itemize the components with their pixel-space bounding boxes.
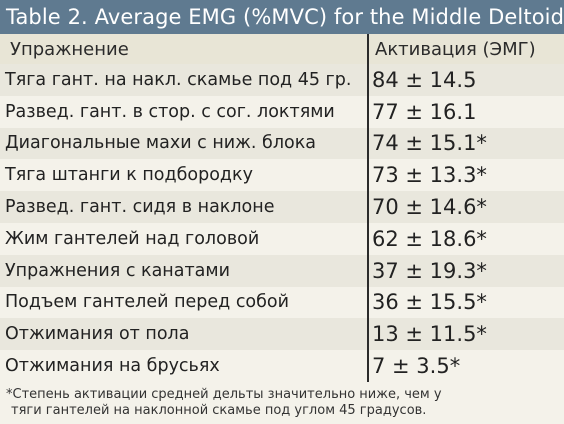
table-row: Развед. гант. сидя в наклоне 70 ± 14.6* (0, 191, 564, 223)
activation-cell: 37 ± 19.3* (368, 254, 564, 287)
activation-cell: 36 ± 15.5* (368, 286, 564, 319)
activation-cell: 70 ± 14.6* (368, 191, 564, 223)
activation-cell: 77 ± 16.1 (368, 95, 564, 128)
table-row: Упражнения с канатами 37 ± 19.3* (0, 254, 564, 287)
table-row: Диагональные махи с ниж. блока 74 ± 15.1… (0, 127, 564, 160)
column-header-exercise: Упражнение (0, 34, 369, 64)
exercise-cell: Тяга гант. на накл. скамье под 45 гр. (0, 64, 369, 96)
table-row: Жим гантелей над головой 62 ± 18.6* (0, 222, 564, 255)
exercise-cell: Отжимания от пола (0, 318, 369, 351)
table-row: Развед. гант. в стор. с сог. локтями 77 … (0, 95, 564, 128)
exercise-cell: Жим гантелей над головой (0, 222, 369, 255)
table-title: Table 2. Average EMG (%MVC) for the Midd… (0, 0, 564, 34)
exercise-cell: Диагональные махи с ниж. блока (0, 127, 369, 160)
table-row: Тяга гант. на накл. скамье под 45 гр. 84… (0, 64, 564, 96)
activation-cell: 7 ± 3.5* (368, 350, 564, 382)
exercise-cell: Отжимания на брусьях (0, 350, 369, 382)
table-row: Тяга штанги к подбородку 73 ± 13.3* (0, 159, 564, 192)
table-row: Отжимания на брусьях 7 ± 3.5* (0, 350, 564, 382)
exercise-cell: Упражнения с канатами (0, 254, 369, 287)
table-row: Подъем гантелей перед собой 36 ± 15.5* (0, 286, 564, 319)
footnote-line-2: тяги гантелей на наклонной скамье под уг… (11, 403, 427, 418)
exercise-cell: Тяга штанги к подбородку (0, 159, 369, 192)
activation-cell: 84 ± 14.5 (368, 64, 564, 96)
exercise-cell: Развед. гант. в стор. с сог. локтями (0, 95, 369, 128)
footnote-line-1: *Степень активации средней дельты значит… (6, 387, 442, 402)
activation-cell: 62 ± 18.6* (368, 222, 564, 255)
activation-cell: 13 ± 11.5* (368, 318, 564, 351)
table-header-row: Упражнение Активация (ЭМГ) (0, 34, 564, 64)
activation-cell: 74 ± 15.1* (368, 127, 564, 160)
activation-cell: 73 ± 13.3* (368, 159, 564, 192)
table-row: Отжимания от пола 13 ± 11.5* (0, 318, 564, 351)
column-header-activation: Активация (ЭМГ) (368, 34, 564, 64)
footnote: *Степень активации средней дельты значит… (6, 387, 526, 419)
exercise-cell: Подъем гантелей перед собой (0, 286, 369, 319)
exercise-cell: Развед. гант. сидя в наклоне (0, 191, 369, 223)
emg-table: Упражнение Активация (ЭМГ) Тяга гант. на… (0, 34, 564, 382)
